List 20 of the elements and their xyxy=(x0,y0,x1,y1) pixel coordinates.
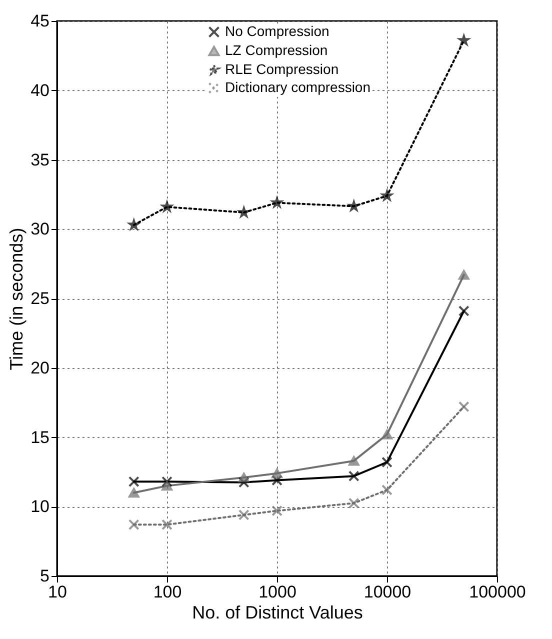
y-tick-label: 40 xyxy=(30,80,50,100)
x-tick-label: 100 xyxy=(153,582,182,602)
x-tick-label: 100000 xyxy=(469,582,526,602)
y-tick-label: 5 xyxy=(40,566,50,586)
y-tick-label: 15 xyxy=(30,428,50,447)
legend-label: Dictionary compression xyxy=(225,79,370,95)
y-tick-label: 20 xyxy=(30,358,50,378)
x-axis-title: No. of Distinct Values xyxy=(192,602,363,622)
y-tick-label: 35 xyxy=(30,150,50,170)
y-tick-label: 25 xyxy=(30,289,50,308)
y-axis-title: Time (in seconds) xyxy=(6,228,27,370)
x-tick-label: 10000 xyxy=(364,582,412,602)
y-tick-label: 30 xyxy=(30,220,50,239)
legend-label: RLE Compression xyxy=(225,61,339,77)
x-tick-label: 10 xyxy=(48,582,67,602)
x-tick-label: 1000 xyxy=(258,582,296,602)
legend-label: No Compression xyxy=(225,23,330,39)
y-tick-label: 10 xyxy=(30,497,50,516)
y-tick-label: 45 xyxy=(30,12,50,30)
legend-label: LZ Compression xyxy=(225,42,328,58)
